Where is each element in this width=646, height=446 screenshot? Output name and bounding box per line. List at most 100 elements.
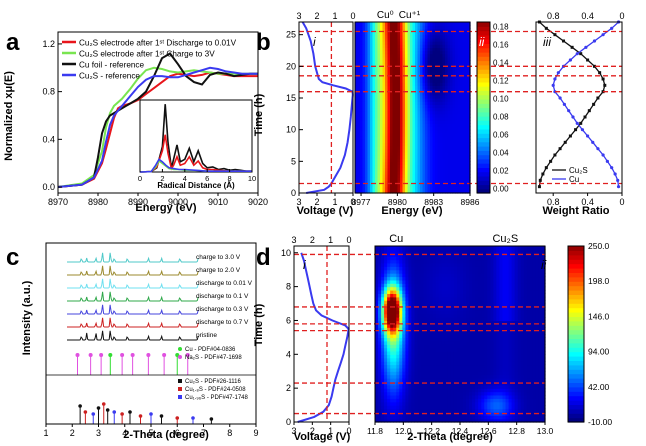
panel-b-colorbar-cell <box>477 47 490 53</box>
panel-b-heatmap-cell <box>460 94 464 99</box>
panel-a-y-tick-label: 0.8 <box>42 87 55 97</box>
panel-d-heatmap-cell <box>478 313 482 318</box>
panel-d-heatmap-cell <box>499 357 504 362</box>
panel-d-heatmap-cell <box>438 323 443 328</box>
panel-b-heatmap-cell <box>400 94 404 99</box>
panel-b-heatmap-cell <box>460 82 464 86</box>
panel-d-heatmap-cell <box>390 401 394 406</box>
panel-d-heatmap-cell <box>402 246 406 250</box>
panel-b-heatmap-cell <box>370 148 374 153</box>
panel-d-heatmap-cell <box>496 246 500 250</box>
panel-b-heatmap-cell <box>422 101 426 105</box>
panel-d-heatmap-cell <box>490 391 494 396</box>
panel-b-heatmap-cell <box>397 50 401 55</box>
panel-b-heatmap-cell <box>390 98 394 102</box>
panel-d-heatmap-cell <box>411 286 415 291</box>
panel-b-heatmap-cell <box>447 88 451 93</box>
panel-d-heatmap-cell <box>457 293 461 298</box>
panel-b-heatmap-cell <box>390 47 394 52</box>
panel-d-heatmap-cell <box>447 330 452 335</box>
panel-d-heatmap-cell <box>463 401 467 406</box>
panel-d-heatmap-cell <box>481 364 485 369</box>
panel-b-heatmap-cell <box>397 180 401 185</box>
panel-b-heatmap-cell <box>362 37 366 42</box>
panel-b-heatmap-cell <box>462 155 466 159</box>
panel-b-heatmap-cell <box>380 120 384 124</box>
panel-d-heatmap-cell <box>417 327 422 332</box>
panel-b-heatmap-cell <box>430 113 434 118</box>
panel-b-heatmap-cell <box>450 126 454 131</box>
panel-d-heatmap-cell <box>444 310 449 315</box>
panel-b-heatmap-cell <box>460 158 464 162</box>
panel-d-heatmap-cell <box>493 276 497 281</box>
panel-d-heatmap-cell <box>417 408 422 413</box>
panel-b-heatmap-cell <box>405 189 409 194</box>
panel-b-heatmap-cell <box>420 174 424 178</box>
panel-b-heatmap-cell <box>417 126 421 131</box>
panel-d-heatmap-cell <box>396 398 400 403</box>
panel-b-heatmap-cell <box>415 164 419 169</box>
panel-d-heatmap-cell <box>417 283 422 288</box>
panel-b-heatmap-cell <box>417 164 421 169</box>
panel-b-heatmap-cell <box>445 25 449 29</box>
panel-b-heatmap-cell <box>437 136 441 140</box>
panel-b-heatmap-cell <box>412 85 416 90</box>
panel-d-heatmap-cell <box>417 411 422 416</box>
panel-d-heatmap-cell <box>453 374 458 379</box>
panel-b-heatmap-cell <box>357 79 361 83</box>
panel-b-heatmap-cell <box>372 189 376 194</box>
panel-d-heatmap-cell <box>411 398 415 403</box>
panel-b-heatmap-cell <box>455 22 459 26</box>
panel-d-heatmap-cell <box>444 327 449 332</box>
panel-b-heatmap-cell <box>430 189 434 194</box>
panel-b-heatmap-cell <box>375 132 379 137</box>
panel-b-heatmap-cell <box>397 88 401 93</box>
panel-d-heatmap-cell <box>384 246 388 250</box>
panel-d-heatmap-cell <box>429 415 434 420</box>
panel-d-heatmap-cell <box>396 334 400 338</box>
panel-d-heatmap-cell <box>481 384 485 389</box>
panel-c-ref-bottom-marker <box>78 404 82 408</box>
panel-b-voltage-x-tick-label: 3 <box>296 197 301 207</box>
panel-b-heatmap-cell <box>377 174 381 178</box>
panel-b-heatmap-cell <box>387 56 391 61</box>
panel-b-heatmap-cell <box>365 148 369 153</box>
panel-b-heatmap-cell <box>362 132 366 137</box>
panel-d-heatmap-cell <box>460 283 464 288</box>
panel-d-heatmap-cell <box>496 317 500 322</box>
panel-b-heatmap-cell <box>367 120 371 124</box>
panel-d-heatmap-cell <box>481 354 485 359</box>
panel-d-heatmap-cell <box>384 354 388 359</box>
panel-b-heatmap-cell <box>412 37 416 42</box>
panel-b-colorbar-cell <box>477 180 490 186</box>
panel-b-heatmap-cell <box>402 183 406 188</box>
panel-d-heatmap-cell <box>475 340 479 345</box>
panel-d-heatmap-cell <box>375 266 379 271</box>
panel-b-heatmap-cell <box>432 129 436 134</box>
panel-d-heatmap-cell <box>396 330 400 335</box>
panel-c-pattern-label: pristine <box>196 332 217 339</box>
panel-b-heatmap-cell <box>435 167 439 172</box>
panel-b-heatmap-cell <box>397 69 401 74</box>
panel-b-heatmap-cell <box>425 75 429 80</box>
panel-d-heatmap-cell <box>429 290 434 294</box>
panel-b-heatmap-cell <box>367 142 371 147</box>
panel-d-heatmap-cell <box>384 327 388 332</box>
panel-d-heatmap-cell <box>490 411 494 416</box>
panel-b-heatmap-cell <box>410 85 414 90</box>
panel-b-heatmap-cell <box>410 79 414 83</box>
panel-b-heatmap-cell <box>372 53 376 58</box>
panel-b-heatmap-cell <box>412 22 416 26</box>
panel-a-y-tick-label: 1.2 <box>42 39 55 49</box>
panel-d-heatmap-cell <box>444 293 449 298</box>
panel-b-heatmap-cell <box>467 37 471 42</box>
panel-d-heatmap-cell <box>396 327 400 332</box>
panel-b-heatmap-cell <box>445 180 449 185</box>
panel-b-heatmap-cell <box>440 79 444 83</box>
panel-d-heatmap-cell <box>423 361 428 366</box>
panel-d-heatmap-cell <box>457 350 461 355</box>
panel-c-ref-bottom-marker <box>120 412 124 416</box>
panel-d-heatmap-cell <box>466 246 470 250</box>
panel-d-heatmap-cell <box>472 283 476 288</box>
panel-d-heatmap-cell <box>378 384 382 389</box>
